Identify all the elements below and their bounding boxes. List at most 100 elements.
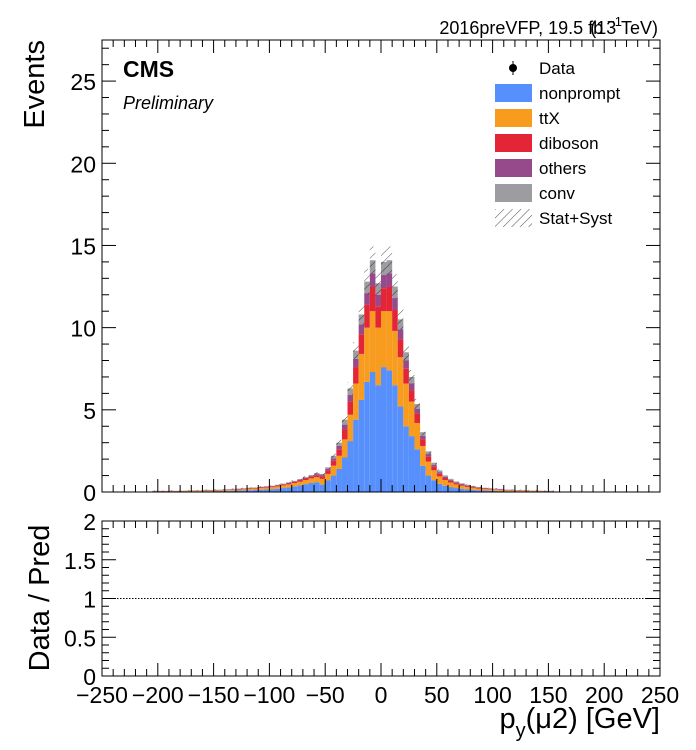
bar-ttX [314, 477, 320, 483]
uncertainty-bin [252, 486, 259, 488]
bar-nonprompt [252, 490, 259, 492]
uncertainty-bin [386, 246, 393, 275]
uncertainty-bin [269, 485, 275, 487]
bar-ttX [291, 483, 298, 487]
bar-others [308, 475, 315, 477]
bar-diboson [464, 485, 471, 487]
bar-diboson [286, 483, 292, 485]
bar-others [464, 485, 471, 486]
bar-nonprompt [247, 490, 253, 492]
uncertainty-bin [408, 370, 415, 384]
uncertainty-bin [369, 246, 376, 275]
bar-diboson [397, 339, 404, 358]
bar-diboson [369, 286, 376, 312]
uncertainty-bin [548, 490, 554, 492]
uncertainty-bin [330, 453, 337, 459]
bar-ttX [514, 490, 521, 492]
uncertainty-bin [191, 489, 197, 491]
x-tick-label: 150 [529, 682, 567, 708]
bar-ttX [481, 489, 488, 491]
legend-label: nonprompt [539, 84, 621, 103]
legend-label: ttX [539, 109, 560, 128]
bar-ttX [325, 473, 331, 481]
bar-others [369, 273, 376, 287]
uncertainty-bin [174, 490, 181, 492]
bar-nonprompt [336, 468, 342, 492]
lumi-exponent: −1 [607, 14, 622, 29]
uncertainty-bin [280, 483, 287, 485]
legend-item-data: Data [509, 59, 575, 78]
bar-others [453, 482, 460, 484]
bar-others [353, 358, 359, 368]
uncertainty-bin [308, 473, 315, 476]
uncertainty-bin [196, 489, 203, 491]
bar-ttX [330, 465, 337, 476]
main-panel: 0 5 10 15 20 25 CMS Preliminary Events Data no… [19, 39, 661, 506]
ratio-ylabel: Data / Pred [24, 525, 56, 672]
legend-item-conv: conv [495, 184, 575, 203]
bar-diboson [280, 484, 287, 486]
uncertainty-bin [163, 490, 169, 492]
bar-ttX [392, 330, 398, 386]
bar-ttX [213, 490, 220, 492]
uncertainty-bin [180, 490, 186, 492]
bar-diboson [459, 484, 465, 486]
bar-others [364, 293, 370, 305]
uncertainty-bin [481, 487, 488, 489]
uncertainty-bin [442, 474, 448, 477]
legend-marker [509, 64, 517, 72]
x-tick-label: −250 [76, 682, 128, 708]
bar-diboson [425, 456, 432, 462]
bar-others [442, 476, 448, 479]
bar-nonprompt [375, 385, 381, 492]
uncertainty-bin [353, 342, 359, 360]
ratio-ytick-labels: 0 0.5 1 1.5 2 [64, 509, 96, 690]
bar-ttX [447, 482, 454, 488]
bar-others [436, 472, 443, 474]
uncertainty-bin [503, 489, 510, 491]
x-tick-label: 50 [424, 682, 450, 708]
legend-label: diboson [539, 134, 599, 153]
bar-diboson [325, 470, 331, 474]
bar-nonprompt [447, 487, 454, 492]
y-tick-label: 20 [70, 151, 96, 177]
bar-others [314, 474, 320, 476]
x-tick-label: 0 [375, 682, 388, 708]
uncertainty-bin [319, 472, 326, 476]
bar-ttX [509, 490, 515, 492]
bar-others [386, 273, 393, 287]
bar-others [358, 324, 365, 335]
uncertainty-bin [431, 460, 437, 465]
bar-others [302, 477, 309, 479]
bar-nonprompt [302, 484, 309, 492]
bar-others [336, 445, 342, 450]
bar-ttX [464, 486, 471, 490]
uncertainty-bin [487, 487, 493, 489]
bar-ttX [347, 414, 354, 442]
bar-ttX [302, 480, 309, 485]
legend-item-stat-syst: Stat+Syst [495, 209, 613, 228]
bar-ttX [520, 490, 527, 492]
uncertainty-bin [325, 465, 331, 469]
bar-nonprompt [269, 489, 275, 492]
uncertainty-bin [542, 490, 549, 492]
legend-swatch [495, 209, 532, 227]
uncertainty-bin [420, 428, 426, 436]
bar-ttX [241, 489, 248, 491]
bar-ttX [224, 490, 231, 491]
bar-ttX [252, 488, 259, 491]
bar-ttX [358, 353, 365, 400]
bar-others [381, 275, 387, 289]
bar-nonprompt [330, 475, 337, 492]
uncertainty-bin [498, 488, 504, 490]
uncertainty-bin [492, 488, 499, 490]
bar-diboson [375, 306, 381, 328]
bar-diboson [314, 475, 320, 478]
uncertainty-bin [291, 480, 298, 482]
legend-swatch [495, 134, 532, 152]
uncertainty-bin [224, 488, 231, 490]
uncertainty-bin [241, 487, 248, 489]
bar-ttX [381, 311, 387, 368]
x-tick-label: −200 [132, 682, 184, 708]
bar-nonprompt [358, 399, 365, 492]
